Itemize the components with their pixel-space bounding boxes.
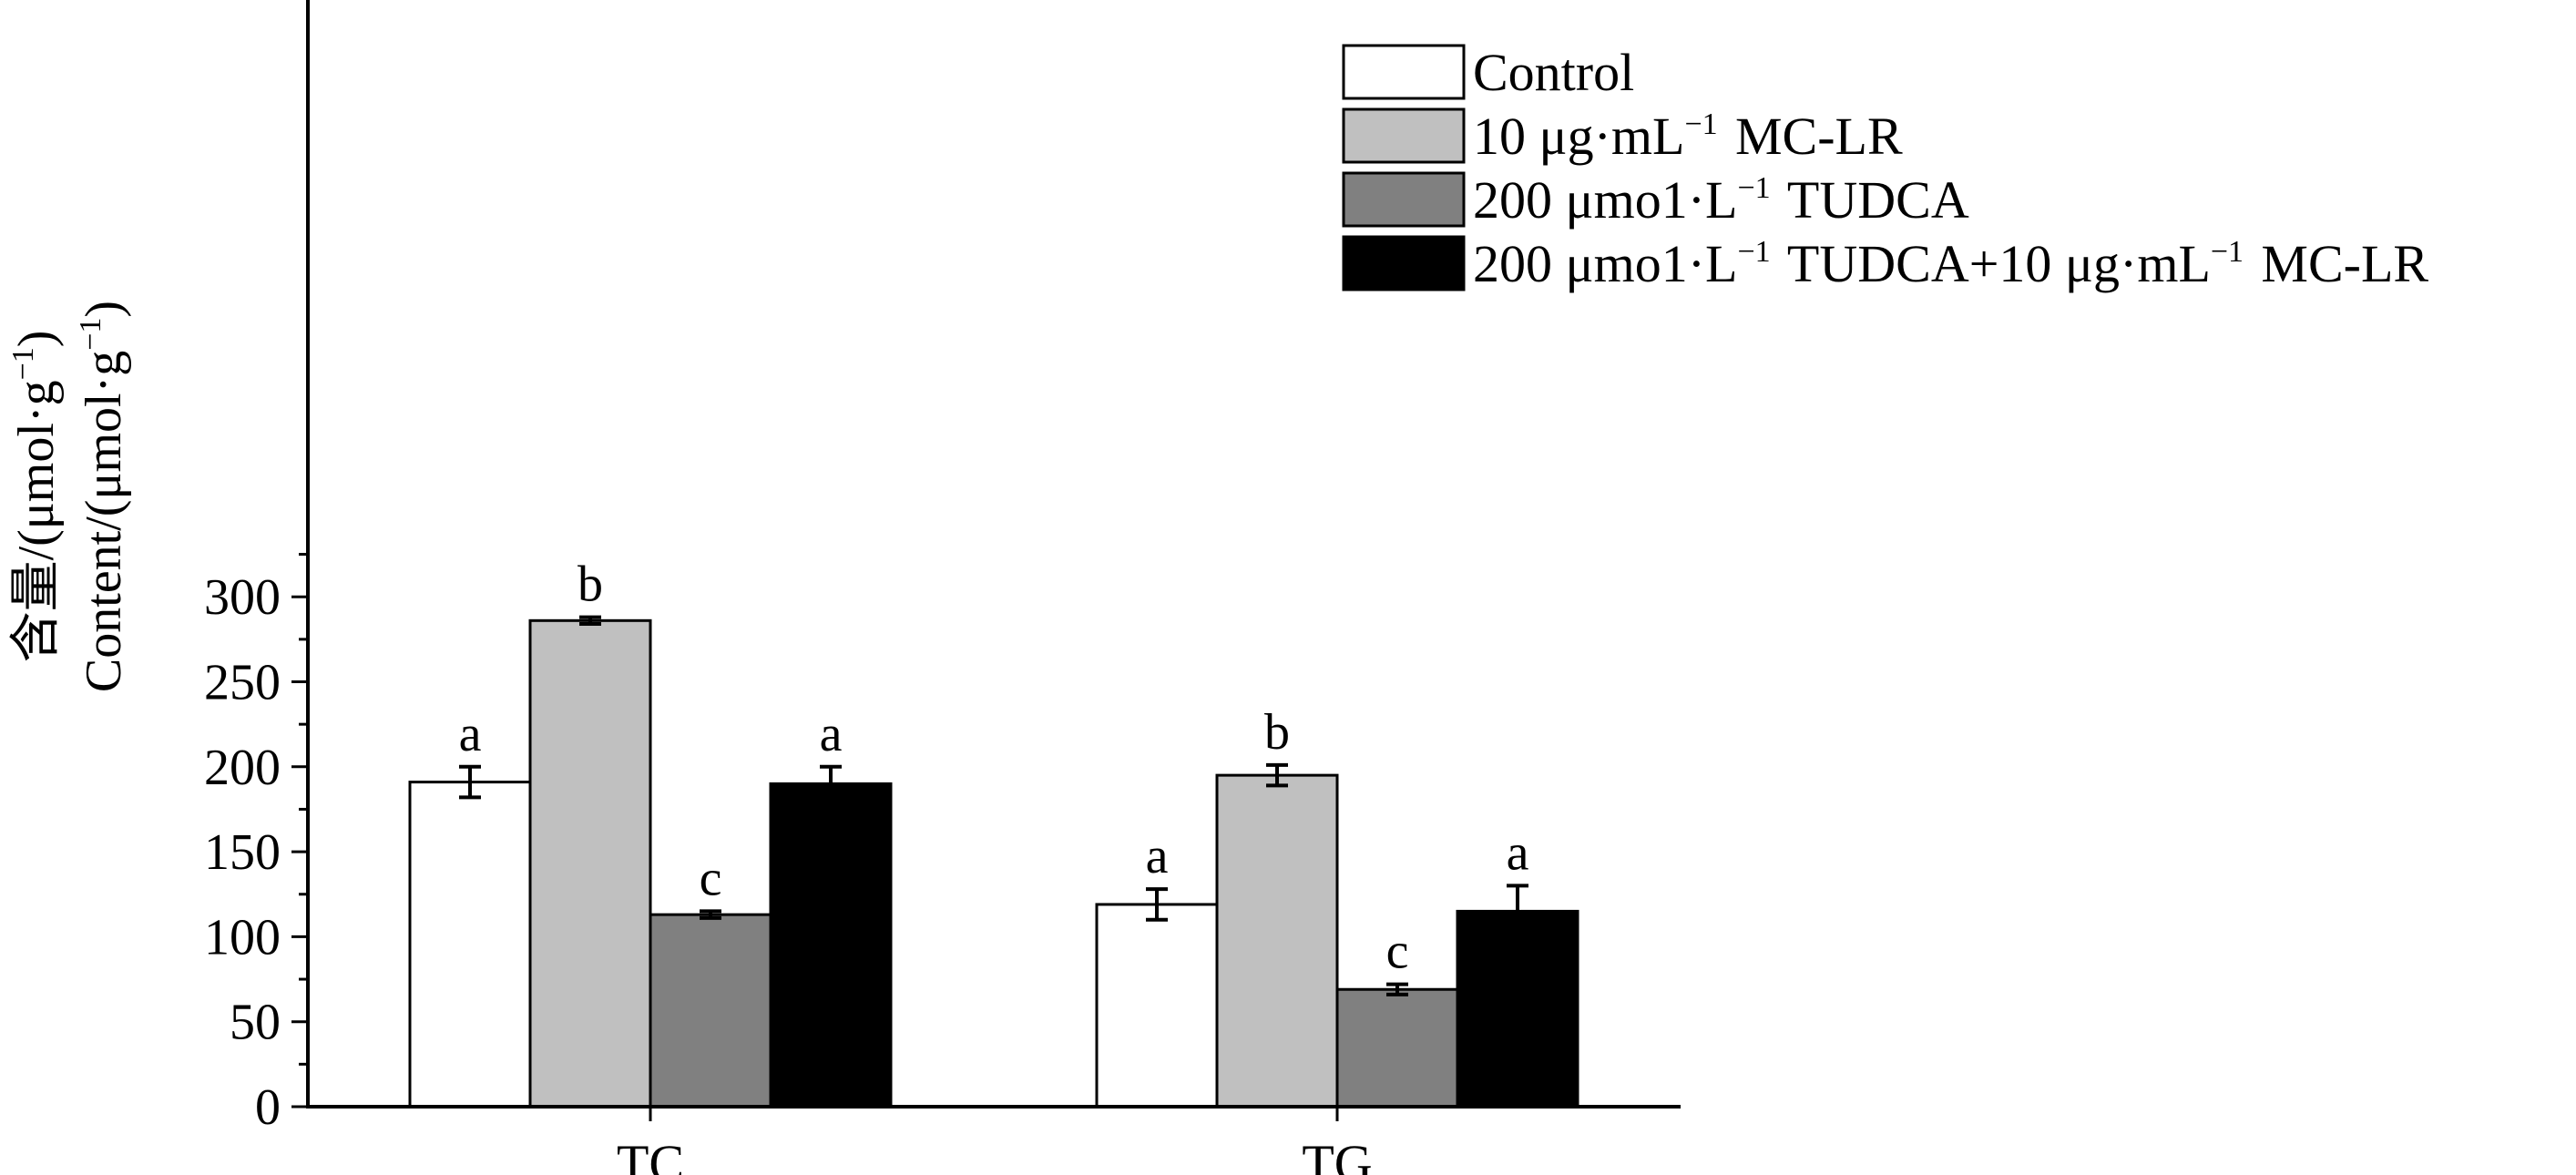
error-bar — [820, 764, 842, 803]
significance-label: c — [700, 850, 722, 906]
legend-swatch — [1342, 235, 1466, 291]
legend-item: Control — [1342, 43, 1634, 102]
legend-label: 200 μmo1·L−1 TUDCA — [1473, 170, 1969, 230]
legend-label: 10 μg·mL−1 MC-LR — [1473, 107, 1903, 166]
plot-area: a b c a a b c a — [408, 557, 1579, 1109]
error-bar — [1386, 982, 1408, 996]
error-bar — [700, 909, 721, 920]
legend-swatch — [1342, 171, 1466, 228]
legend-item: 200 μmo1·L−1 TUDCA+10 μg·mL−1 MC-LR — [1342, 234, 2428, 293]
bar — [1215, 773, 1339, 1109]
significance-label: b — [1264, 704, 1290, 761]
bar — [528, 618, 652, 1109]
bar — [1095, 903, 1219, 1109]
legend-swatch — [1342, 107, 1466, 164]
error-bar — [579, 615, 601, 627]
significance-label: c — [1386, 924, 1409, 980]
error-bar — [459, 764, 481, 800]
legend-item: 10 μg·mL−1 MC-LR — [1342, 107, 1903, 166]
bar — [769, 782, 893, 1109]
legend-item: 200 μmo1·L−1 TUDCA — [1342, 170, 1969, 230]
x-tick-label: TC — [617, 1134, 684, 1175]
y-tick-label: 200 — [204, 740, 281, 796]
y-tick-label: 250 — [204, 655, 281, 711]
bar — [1456, 909, 1579, 1109]
y-axis-label-line-chinese: 含量/(μmol·g−1) — [6, 331, 65, 663]
y-axis-label-line-english: Content/(μmol·g−1) — [74, 301, 132, 692]
x-axis: TC TG — [617, 1107, 1373, 1175]
y-tick-label: 50 — [230, 995, 281, 1051]
significance-label: b — [578, 557, 603, 613]
y-tick-label: 0 — [255, 1079, 281, 1136]
legend-label: 200 μmo1·L−1 TUDCA+10 μg·mL−1 MC-LR — [1473, 234, 2428, 293]
significance-label: a — [1146, 828, 1169, 884]
significance-label: a — [820, 706, 843, 762]
y-axis: 0 50 100 150 200 250 300 — [204, 553, 308, 1136]
axes — [306, 0, 1681, 1109]
legend-label: Control — [1473, 43, 1634, 102]
y-tick-label: 150 — [204, 824, 281, 881]
error-bar — [1507, 884, 1528, 939]
y-tick-label: 100 — [204, 909, 281, 966]
bar — [1335, 987, 1459, 1109]
y-axis-label: 含量/(μmol·g−1) Content/(μmol·g−1) — [6, 301, 132, 692]
y-tick-label: 300 — [204, 569, 281, 626]
bar — [408, 781, 532, 1109]
error-bar — [1266, 762, 1288, 788]
bar — [649, 913, 772, 1109]
significance-label: a — [1507, 824, 1529, 881]
error-bar — [1146, 887, 1168, 922]
x-tick-label: TG — [1302, 1134, 1372, 1175]
significance-label: a — [459, 706, 482, 762]
legend-swatch — [1342, 44, 1466, 100]
